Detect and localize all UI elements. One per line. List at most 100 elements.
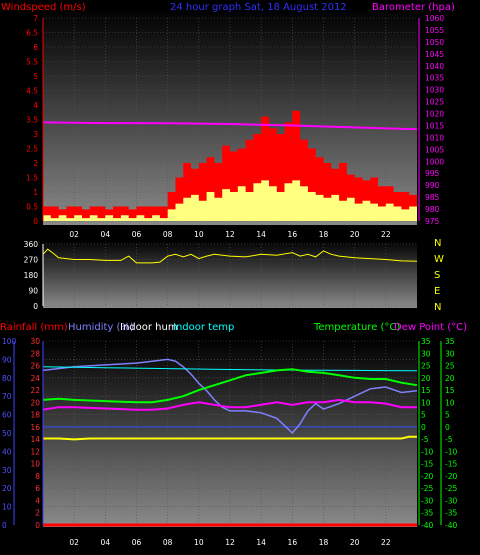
rainfall-tick-label: 28: [30, 349, 40, 358]
dew-tick-label: -40: [445, 521, 457, 530]
temp-tick-label: -40: [421, 521, 433, 530]
rainfall-tick-label: 20: [30, 398, 40, 407]
rainfall-axis-title: Rainfall (mm): [0, 322, 68, 333]
temp-tick-label: 20: [421, 374, 431, 383]
dew-tick-label: -10: [445, 447, 457, 456]
indoor-hum-legend: Indoor hum: [120, 322, 178, 333]
baro-tick-label: 1050: [425, 38, 444, 47]
rainfall-tick-label: 22: [30, 386, 40, 395]
y-tick-label: 6.5: [26, 29, 38, 38]
rainfall-tick-label: 18: [30, 411, 40, 420]
humidity-tick-label: 100: [2, 337, 17, 346]
dew-tick-label: -25: [445, 484, 457, 493]
x-tick-label: 16: [288, 230, 298, 239]
x-tick-label: 22: [381, 538, 391, 547]
indoor-temp-legend: Indoor temp: [173, 322, 234, 333]
temp-tick-label: 5: [421, 411, 426, 420]
indoor-temp-line: [42, 366, 418, 372]
x-tick-label: 12: [225, 230, 235, 239]
x-tick-label: 08: [163, 230, 173, 239]
x-tick-label: 08: [163, 538, 173, 547]
baro-tick-label: 975: [425, 217, 440, 226]
baro-tick-label: 1055: [425, 26, 444, 35]
rainfall-tick-label: 16: [30, 423, 40, 432]
y-tick-label: 4: [33, 101, 38, 110]
dew-tick-label: -35: [445, 509, 457, 518]
baro-tick-label: 1035: [425, 74, 444, 83]
y-tick-label: 4.5: [26, 87, 38, 96]
windspeed-area: [43, 110, 417, 221]
temp-tick-label: -20: [421, 472, 433, 481]
rainfall-tick-label: 14: [30, 435, 40, 444]
y-tick-label: 1: [33, 188, 38, 197]
temp-tick-label: 15: [421, 386, 431, 395]
humidity-tick-label: 10: [2, 503, 12, 512]
temp-tick-label: -25: [421, 484, 433, 493]
humidity-legend: Humidity (%): [68, 322, 134, 333]
temp-tick-label: 0: [421, 423, 426, 432]
humidity-tick-label: 80: [2, 374, 12, 383]
baro-tick-label: 995: [425, 169, 440, 178]
baro-tick-label: 1045: [425, 50, 444, 59]
x-tick-label: 10: [194, 538, 204, 547]
rainfall-tick-label: 0: [35, 521, 40, 530]
baro-tick-label: 980: [425, 205, 440, 214]
rainfall-tick-label: 12: [30, 447, 40, 456]
x-tick-label: 10: [194, 230, 204, 239]
baro-tick-label: 1005: [425, 145, 444, 154]
x-tick-label: 18: [319, 230, 329, 239]
dew-tick-label: -15: [445, 460, 457, 469]
baro-tick-label: 1040: [425, 62, 444, 71]
y-tick-label: 0: [33, 217, 38, 226]
rainfall-tick-label: 2: [35, 509, 40, 518]
humidity-tick-label: 30: [2, 466, 12, 475]
y-tick-label: 270: [24, 256, 39, 265]
compass-letter: S: [434, 270, 440, 281]
compass-letter: E: [434, 286, 440, 297]
temp-tick-label: -15: [421, 460, 433, 469]
temperature-axis-title: Temperature (°C): [313, 322, 400, 333]
temp-tick-label: 30: [421, 349, 431, 358]
y-tick-label: 3: [33, 130, 38, 139]
temp-tick-label: -30: [421, 496, 433, 505]
y-tick-label: 7: [33, 14, 38, 23]
temp-tick-label: 35: [421, 337, 431, 346]
y-tick-label: 0.5: [26, 203, 38, 212]
x-tick-label: 22: [381, 230, 391, 239]
x-tick-label: 06: [132, 230, 142, 239]
dew-tick-label: 35: [445, 337, 455, 346]
y-tick-label: 6: [33, 43, 38, 52]
y-tick-label: 3.5: [26, 116, 38, 125]
temp-tick-label: 25: [421, 362, 431, 371]
rainfall-tick-label: 4: [35, 496, 40, 505]
temperature-line: [42, 368, 418, 404]
windspeed-axis-title: Windspeed (m/s): [1, 2, 86, 13]
rainfall-tick-label: 26: [30, 362, 40, 371]
dew-tick-label: 0: [445, 423, 450, 432]
x-tick-label: 04: [101, 230, 111, 239]
dew-tick-label: 20: [445, 374, 455, 383]
temp-tick-label: -10: [421, 447, 433, 456]
rainfall-tick-label: 24: [30, 374, 40, 383]
temp-tick-label: -35: [421, 509, 433, 518]
x-tick-label: 20: [350, 230, 360, 239]
y-tick-label: 5.5: [26, 58, 38, 67]
y-tick-label: 90: [28, 287, 38, 296]
rainfall-tick-label: 10: [30, 460, 40, 469]
rainfall-tick-label: 30: [30, 337, 40, 346]
barometer-line: [42, 121, 418, 131]
baro-tick-label: 1020: [425, 110, 444, 119]
baro-tick-label: 990: [425, 181, 440, 190]
humidity-tick-label: 60: [2, 411, 12, 420]
x-tick-label: 20: [350, 538, 360, 547]
x-tick-label: 02: [69, 538, 79, 547]
y-tick-label: 2: [33, 159, 38, 168]
indoor-hum-line: [43, 435, 417, 441]
dew-tick-label: 5: [445, 411, 450, 420]
y-tick-label: 0: [33, 302, 38, 311]
dew-tick-label: 10: [445, 398, 455, 407]
x-tick-label: 18: [319, 538, 329, 547]
